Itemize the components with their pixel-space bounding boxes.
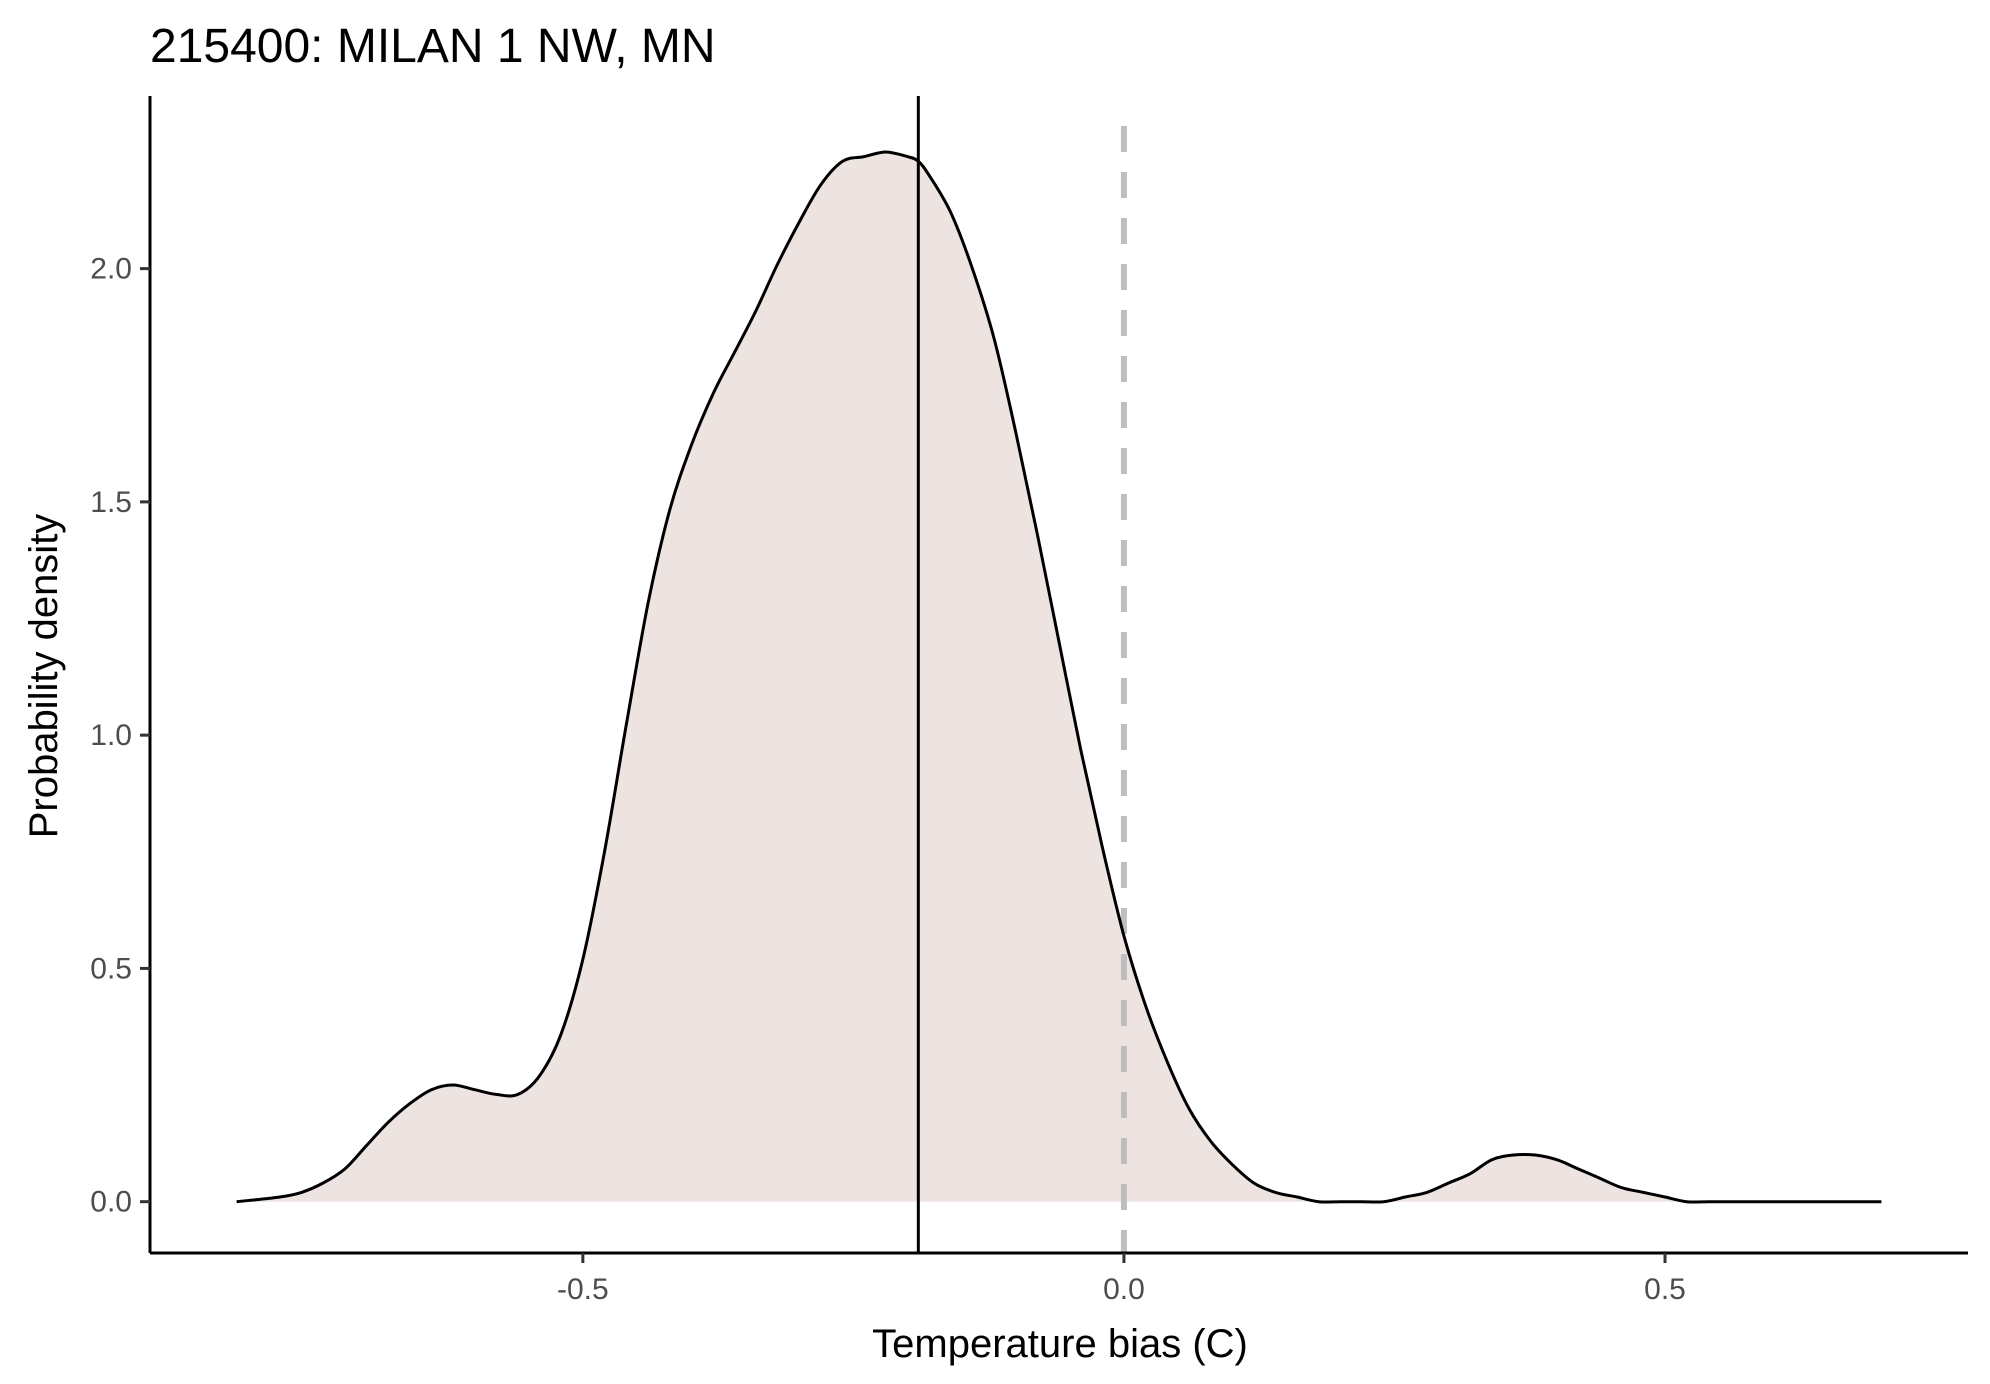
x-axis-ticks: -0.5 0.0 0.5	[557, 1253, 1686, 1306]
y-tick-label: 2.0	[90, 253, 132, 286]
y-axis-title: Probability density	[22, 514, 66, 839]
y-tick-label: 0.5	[90, 952, 132, 985]
chart-title: 215400: MILAN 1 NW, MN	[150, 20, 716, 73]
y-tick-label: 1.0	[90, 719, 132, 752]
y-tick-label: 1.5	[90, 486, 132, 519]
plot-area	[236, 96, 1882, 1253]
density-fill	[236, 152, 1882, 1203]
density-curve	[236, 150, 1882, 1204]
x-tick-label: 0.5	[1644, 1273, 1686, 1306]
x-tick-label: -0.5	[557, 1273, 609, 1306]
x-tick-label: 0.0	[1103, 1273, 1145, 1306]
y-tick-label: 0.0	[90, 1186, 132, 1219]
x-axis-title: Temperature bias (C)	[872, 1322, 1248, 1366]
y-axis-ticks: 0.0 0.5 1.0 1.5 2.0	[90, 253, 150, 1219]
